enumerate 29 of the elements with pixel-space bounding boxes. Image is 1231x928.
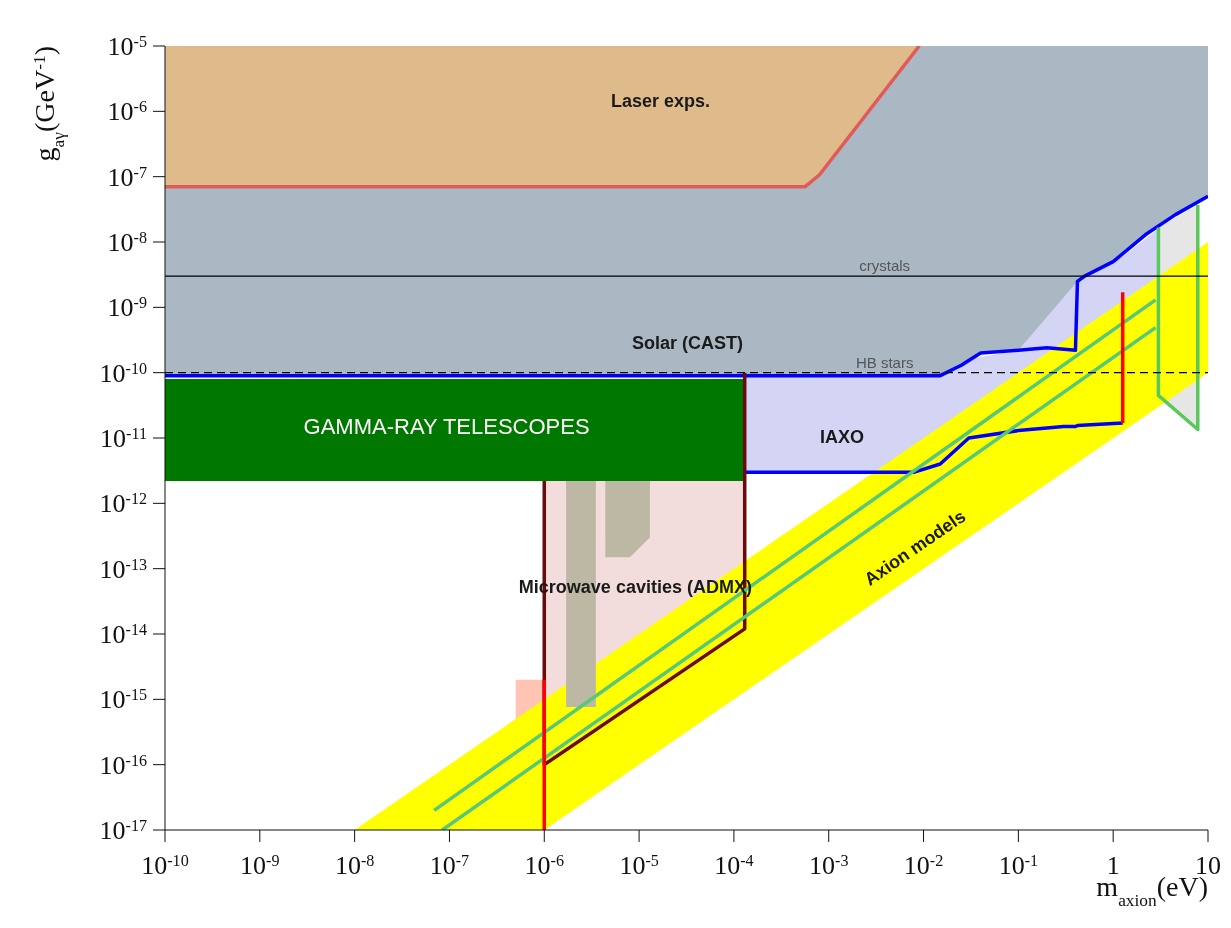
x-tick-label: 10$^{-3}$ — [809, 851, 849, 880]
x-tick-label: 10$^{-8}$ — [334, 851, 375, 880]
y-tick-label: 10$^{-11}$ — [100, 424, 147, 453]
ref-line-label: crystals — [859, 257, 911, 275]
y-tick-label: 10$^{-17}$ — [99, 816, 147, 845]
ref-line-label: HB stars — [855, 353, 914, 371]
annotation: GAMMA-RAY TELESCOPES — [303, 413, 590, 439]
x-tick-label: 10$^{-2}$ — [903, 851, 944, 880]
y-tick-label: 10$^{-15}$ — [99, 685, 147, 715]
y-tick-label: 10$^{-9}$ — [107, 293, 147, 323]
y-tick-label: 10$^{-16}$ — [99, 750, 147, 780]
y-tick-label: 10$^{-6}$ — [107, 97, 147, 127]
x-tick-label: 10$^{-4}$ — [714, 851, 754, 880]
annotation: Solar (CAST) — [632, 333, 744, 354]
x-tick-label: 10$^{-5}$ — [619, 851, 659, 880]
y-tick-label: 10$^{-8}$ — [107, 228, 147, 257]
x-tick-label: 10$^{-1}$ — [998, 851, 1039, 880]
y-tick-label: 10$^{-5}$ — [107, 32, 147, 61]
y-tick-label: 10$^{-10}$ — [99, 358, 147, 388]
x-tick-label: 10$^{-6}$ — [524, 851, 564, 880]
y-tick-label: 10$^{-7}$ — [107, 162, 147, 192]
y-tick-label: 10$^{-14}$ — [99, 620, 147, 649]
annotation: Laser exps. — [610, 90, 710, 111]
x-tick-label: 10$^{-7}$ — [429, 851, 470, 880]
y-tick-label: 10$^{-13}$ — [99, 554, 147, 584]
annotation: IAXO — [819, 427, 864, 448]
y-tick-label: 10$^{-12}$ — [99, 489, 147, 519]
x-tick-label: 10$^{-9}$ — [240, 851, 280, 880]
x-tick-label: 10$^{-10}$ — [141, 851, 189, 880]
